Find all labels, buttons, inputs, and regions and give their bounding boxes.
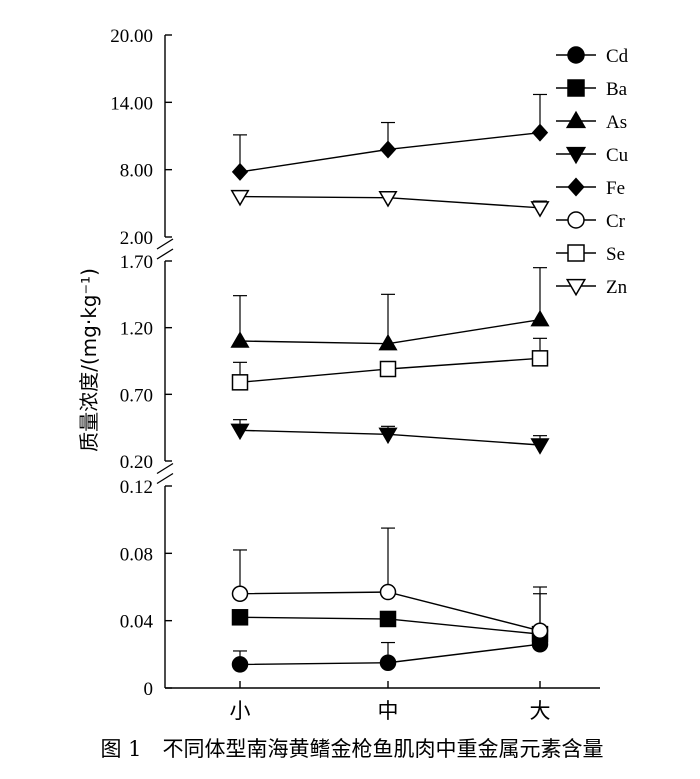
- legend-item-cr: Cr: [556, 211, 626, 232]
- legend-label: Cd: [606, 46, 629, 67]
- data-point: [231, 374, 249, 391]
- y-tick-label: 14.00: [110, 93, 153, 114]
- y-tick-label: 0.04: [120, 612, 154, 633]
- data-point: [565, 110, 587, 129]
- legend-item-cu: Cu: [556, 145, 629, 166]
- y-tick-label: 1.20: [120, 319, 153, 340]
- data-point: [531, 123, 549, 142]
- data-point: [379, 654, 397, 671]
- x-tick-label: 中: [378, 699, 399, 723]
- data-point: [531, 622, 549, 640]
- data-point: [530, 201, 550, 218]
- series-cd: [231, 593, 549, 673]
- data-point: [379, 140, 397, 159]
- legend-item-zn: Zn: [556, 277, 628, 298]
- axis-break-mark: [156, 248, 174, 260]
- legend-label: Cr: [606, 211, 626, 232]
- series-fe: [231, 93, 549, 181]
- data-point: [567, 46, 585, 64]
- legend-item-ba: Ba: [556, 79, 628, 100]
- data-point: [379, 583, 397, 601]
- legend-item-as: As: [556, 110, 627, 133]
- data-point: [230, 189, 250, 207]
- y-tick-label: 20.00: [110, 26, 153, 47]
- y-tick-label: 1.70: [120, 252, 153, 273]
- data-point: [378, 190, 398, 208]
- axes-layer: 20.00 14.00 8.00 2.00 1.70 1.20 0.70 0.20 0.12 0.…: [110, 26, 600, 723]
- legend-label: Se: [606, 244, 625, 265]
- data-point: [567, 244, 585, 262]
- y-tick-label: 0: [144, 679, 154, 700]
- legend-item-fe: Fe: [556, 177, 625, 199]
- data-point: [231, 162, 249, 181]
- data-point: [567, 211, 585, 229]
- series-cr: [231, 527, 549, 640]
- y-tick-label: 0.20: [120, 452, 153, 473]
- x-tick-label: 大: [530, 699, 551, 723]
- data-point: [379, 360, 397, 378]
- data-point: [231, 585, 249, 602]
- legend-label: Fe: [606, 178, 625, 199]
- data-point: [230, 423, 250, 441]
- series-zn: [230, 189, 550, 218]
- data-point: [230, 331, 250, 348]
- series-se: [231, 337, 549, 391]
- data-point: [378, 427, 398, 445]
- axis-break-mark: [156, 472, 174, 485]
- data-point: [567, 79, 585, 97]
- legend-item-se: Se: [556, 244, 625, 265]
- data-point: [530, 309, 550, 327]
- axis-break-mark: [156, 462, 174, 475]
- data-point: [565, 278, 587, 297]
- x-tick-label: 小: [230, 699, 251, 723]
- legend-label: As: [606, 112, 627, 133]
- legend-item-cd: Cd: [556, 46, 629, 67]
- y-tick-label: 0.70: [120, 385, 153, 406]
- data-point: [379, 610, 397, 628]
- data-point: [567, 177, 585, 197]
- y-axis-title: 质量浓度/(mg·kg⁻¹): [77, 268, 101, 452]
- y-tick-label: 8.00: [120, 161, 153, 182]
- series-as: [230, 267, 550, 351]
- legend-label: Ba: [606, 79, 628, 100]
- y-tick-label: 0.08: [120, 544, 153, 565]
- legend-label: Zn: [606, 277, 628, 298]
- data-point: [531, 350, 549, 367]
- data-point: [231, 656, 249, 673]
- y-tick-label: 0.12: [120, 477, 153, 498]
- data-point: [565, 146, 587, 165]
- series-cu: [230, 419, 550, 455]
- data-point: [231, 609, 249, 626]
- series-ba: [231, 609, 549, 643]
- legend: Cd Ba As Cu Fe Cr Se Zn: [556, 46, 629, 298]
- legend-label: Cu: [606, 145, 629, 166]
- y-tick-label: 2.00: [120, 228, 153, 249]
- figure-caption: 图 1 不同体型南海黄鳍金枪鱼肌肉中重金属元素含量: [100, 737, 603, 761]
- series-layer: [230, 93, 550, 673]
- data-point: [530, 438, 550, 455]
- axis-break-mark: [156, 238, 174, 250]
- data-point: [378, 333, 398, 351]
